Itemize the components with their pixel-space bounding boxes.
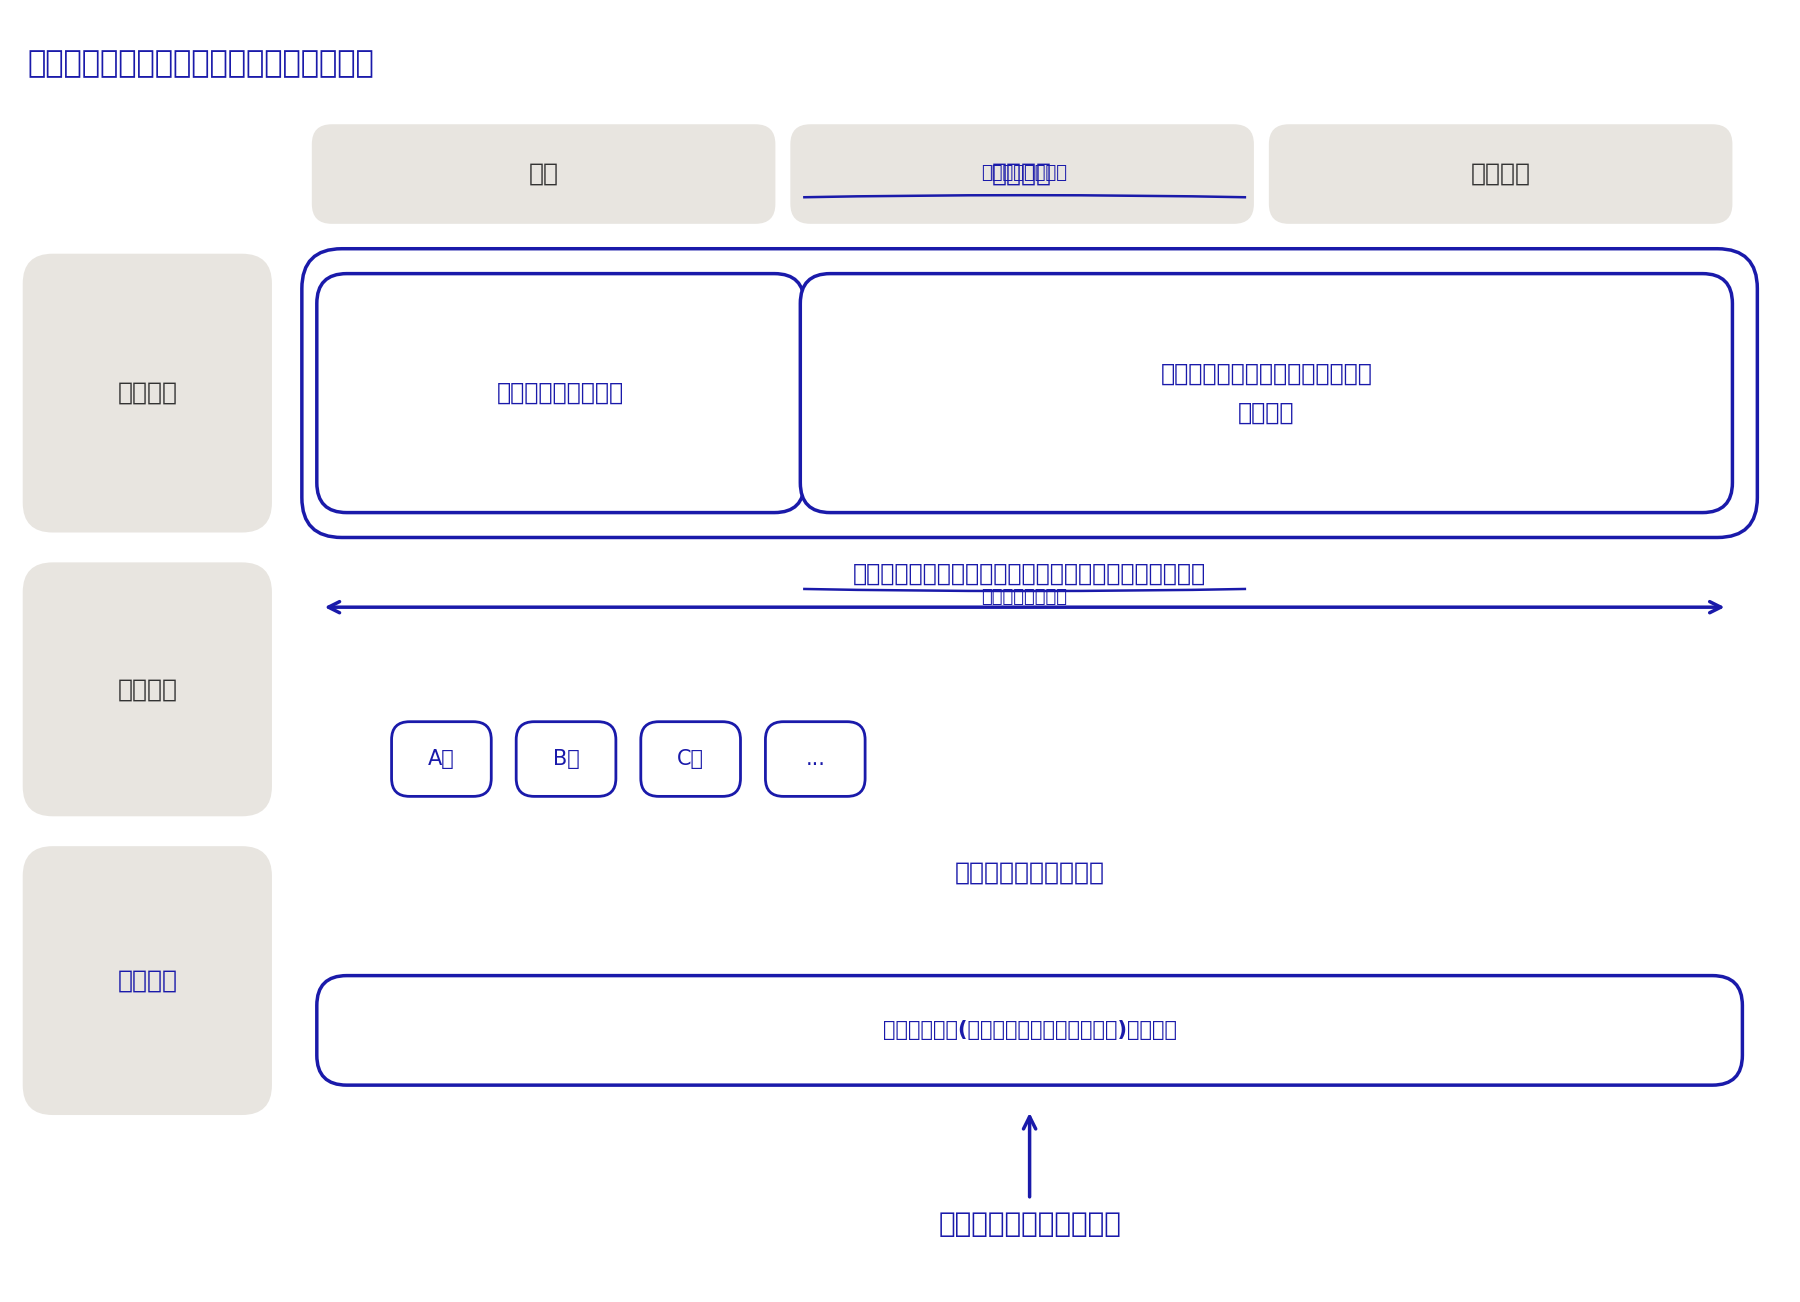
Text: 公的役割: 公的役割: [117, 969, 178, 992]
FancyBboxPatch shape: [302, 249, 1757, 538]
Text: B社: B社: [553, 749, 580, 769]
FancyBboxPatch shape: [1269, 124, 1732, 224]
Text: 新たな投資・需要: 新たな投資・需要: [981, 587, 1067, 605]
Text: デジタル庁・関係府省庁: デジタル庁・関係府省庁: [938, 1210, 1121, 1238]
FancyBboxPatch shape: [801, 273, 1732, 513]
Text: ドローン: ドローン: [1471, 161, 1530, 186]
Text: 各省横断的なモビリティ政策のフィールド: 各省横断的なモビリティ政策のフィールド: [27, 49, 374, 78]
FancyBboxPatch shape: [23, 846, 272, 1115]
Text: デジタルライフライン全国総合整備計画等で全国へ展開: デジタルライフライン全国総合整備計画等で全国へ展開: [853, 561, 1206, 586]
FancyBboxPatch shape: [392, 721, 491, 797]
FancyBboxPatch shape: [765, 721, 866, 797]
Text: 車両: 車両: [529, 161, 558, 186]
Text: サービス・ロボット、ドローンの
社会実装: サービス・ロボット、ドローンの 社会実装: [1161, 362, 1372, 424]
Text: 協調領域: 協調領域: [117, 677, 178, 702]
FancyBboxPatch shape: [311, 124, 776, 224]
Text: ロボット: ロボット: [992, 161, 1053, 186]
Text: A社: A社: [428, 749, 455, 769]
FancyBboxPatch shape: [790, 124, 1255, 224]
Text: 競争領域: 競争領域: [117, 381, 178, 405]
FancyBboxPatch shape: [317, 273, 805, 513]
FancyBboxPatch shape: [317, 975, 1742, 1085]
Text: ロードマップ(技術と制度の取組年次計画)の再起動: ロードマップ(技術と制度の取組年次計画)の再起動: [882, 1021, 1177, 1040]
Text: ...: ...: [805, 749, 824, 769]
FancyBboxPatch shape: [23, 254, 272, 533]
FancyBboxPatch shape: [23, 562, 272, 816]
Text: C社: C社: [677, 749, 704, 769]
FancyBboxPatch shape: [517, 721, 616, 797]
FancyBboxPatch shape: [641, 721, 740, 797]
Text: ロボット協調制御実証: ロボット協調制御実証: [954, 861, 1105, 885]
Text: 社会的インパクト: 社会的インパクト: [981, 164, 1067, 181]
Text: 自動走行の社会実装: 自動走行の社会実装: [497, 381, 625, 405]
